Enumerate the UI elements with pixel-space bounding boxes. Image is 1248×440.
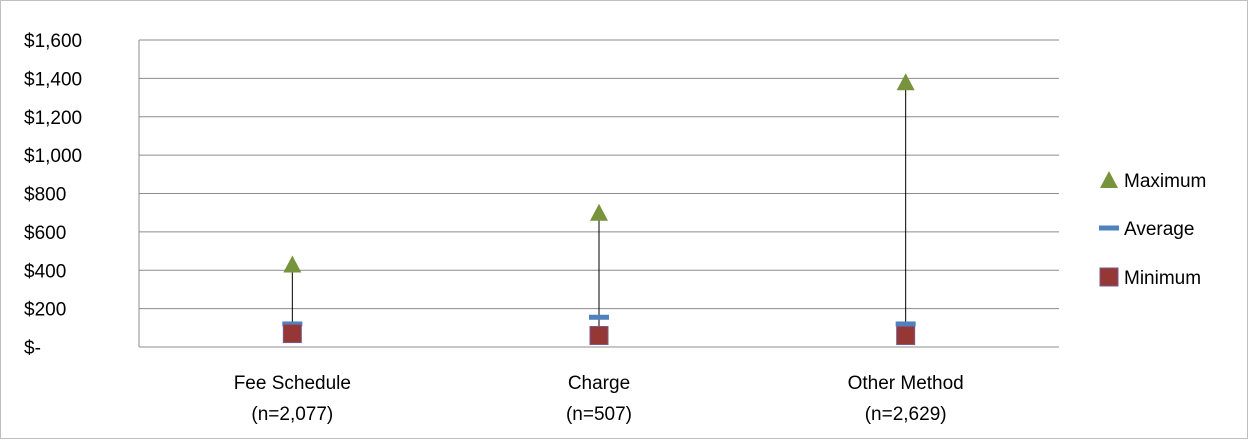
average-marker <box>589 314 609 320</box>
maximum-marker <box>896 73 915 91</box>
y-tick-label: $200 <box>24 300 66 321</box>
x-category-sublabel: (n=2,077) <box>251 404 333 425</box>
legend-average-symbol <box>1099 225 1119 231</box>
maximum-marker <box>283 255 302 273</box>
x-axis-category-labels: Fee Schedule (n=2,077) Charge (n=507) Other … <box>234 373 964 425</box>
minimum-marker <box>896 325 916 345</box>
y-tick-label: $- <box>24 338 41 359</box>
x-category-sublabel: (n=507) <box>566 404 632 425</box>
y-tick-label: $400 <box>24 261 66 282</box>
x-category-label: Other Method <box>848 373 964 394</box>
legend-maximum-symbol <box>1100 171 1118 188</box>
y-tick-label: $1,200 <box>24 108 82 129</box>
x-category-label: Fee Schedule <box>234 373 351 394</box>
maximum-marker <box>590 203 608 221</box>
y-tick-label: $600 <box>24 223 66 244</box>
minimum-marker <box>589 325 609 345</box>
legend-minimum-label: Minimum <box>1124 268 1201 289</box>
y-tick-label: $1,600 <box>24 31 82 52</box>
average-marker <box>895 321 916 327</box>
legend-minimum-symbol <box>1099 267 1119 287</box>
legend-average-label: Average <box>1124 219 1194 240</box>
data-markers <box>282 73 916 345</box>
y-tick-label: $1,400 <box>24 69 82 90</box>
legend: Maximum Average Minimum <box>1099 171 1206 289</box>
legend-maximum-label: Maximum <box>1124 171 1206 192</box>
x-category-label: Charge <box>568 373 630 394</box>
minimum-marker <box>282 324 302 344</box>
average-marker <box>282 321 303 327</box>
y-axis-tick-labels: $- $200 $400 $600 $800 $1,000 $1,200 $1,400 $1,6… <box>24 31 82 359</box>
y-tick-label: $1,000 <box>24 146 82 167</box>
y-tick-label: $800 <box>24 185 66 206</box>
x-category-sublabel: (n=2,629) <box>865 404 947 425</box>
